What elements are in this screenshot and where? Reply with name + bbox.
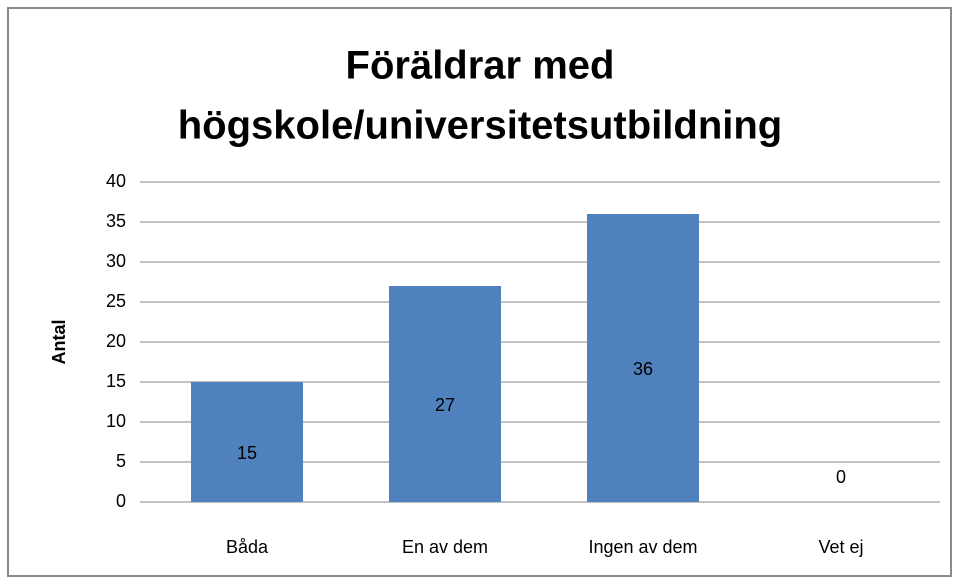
x-tick-label: Båda xyxy=(226,537,269,557)
data-label: 15 xyxy=(237,443,257,463)
y-tick-label: 10 xyxy=(106,411,126,431)
y-tick-label: 30 xyxy=(106,251,126,271)
y-tick-label: 35 xyxy=(106,211,126,231)
data-label: 0 xyxy=(836,467,846,487)
bar xyxy=(389,286,501,502)
y-tick-label: 5 xyxy=(116,451,126,471)
y-axis-label: Antal xyxy=(49,320,69,365)
y-tick-label: 20 xyxy=(106,331,126,351)
chart-title: högskole/universitetsutbildning xyxy=(178,104,783,148)
chart-title: Föräldrar med xyxy=(346,44,615,88)
data-label: 36 xyxy=(633,359,653,379)
y-tick-label: 0 xyxy=(116,491,126,511)
y-tick-label: 40 xyxy=(106,171,126,191)
x-tick-label: Vet ej xyxy=(818,537,863,557)
bar xyxy=(191,382,303,502)
x-tick-label: Ingen av dem xyxy=(588,537,697,557)
bar xyxy=(587,214,699,502)
y-tick-label: 15 xyxy=(106,371,126,391)
y-tick-label: 25 xyxy=(106,291,126,311)
data-label: 27 xyxy=(435,395,455,415)
x-tick-label: En av dem xyxy=(402,537,488,557)
